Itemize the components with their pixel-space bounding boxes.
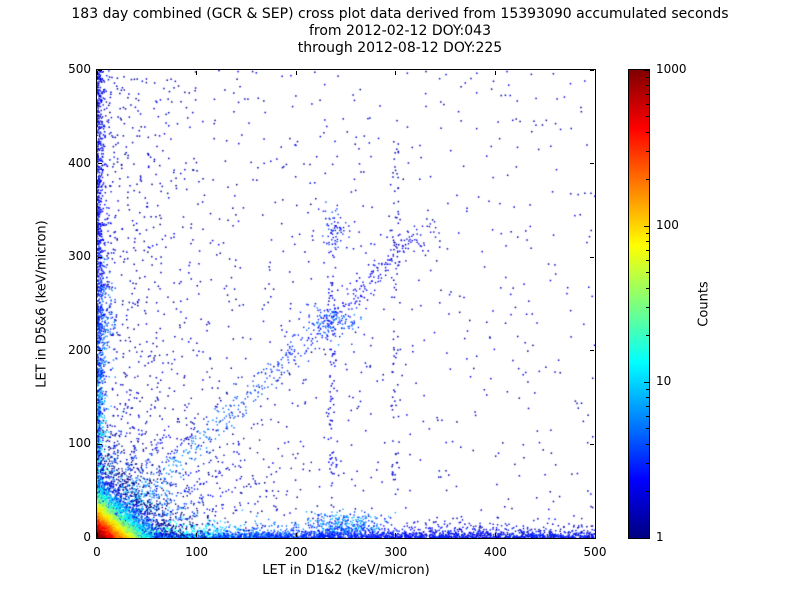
y-tick-mark (98, 443, 102, 445)
colorbar-minor-tick-mark (646, 104, 649, 106)
x-tick-mark (494, 533, 496, 537)
colorbar-minor-tick-mark (646, 93, 649, 95)
chart-title-line-3: through 2012-08-12 DOY:225 (297, 40, 503, 56)
colorbar-minor-tick-mark (646, 260, 649, 262)
x-tick-mark (395, 533, 397, 537)
colorbar-minor-tick-mark (646, 405, 649, 407)
y-axis-label: LET in D5&6 (keV/micron) (34, 220, 50, 388)
y-tick-label: 400 (68, 155, 91, 170)
x-tick-mark-top (395, 71, 397, 75)
y-tick-mark-right (590, 69, 594, 71)
colorbar-minor-tick-mark (646, 131, 649, 133)
y-tick-label: 100 (68, 436, 91, 451)
y-tick-mark-right (590, 350, 594, 352)
x-tick-label: 0 (93, 545, 101, 559)
colorbar-minor-tick-mark (646, 249, 649, 251)
y-tick-label: 0 (83, 530, 91, 544)
colorbar-tick-mark (644, 381, 649, 383)
y-tick-mark (98, 69, 102, 71)
colorbar-minor-tick-mark (646, 396, 649, 398)
colorbar-minor-tick-mark (646, 490, 649, 492)
colorbar-minor-tick-mark (646, 232, 649, 234)
x-tick-label: 200 (284, 545, 308, 559)
x-tick-mark (594, 533, 596, 537)
x-tick-mark-top (494, 71, 496, 75)
y-tick-mark-right (590, 443, 594, 445)
colorbar-minor-tick-mark (646, 443, 649, 445)
y-tick-label: 200 (68, 342, 91, 357)
colorbar-minor-tick-mark (646, 416, 649, 418)
colorbar-tick-mark (644, 225, 649, 227)
x-tick-mark-top (295, 71, 297, 75)
x-tick-mark-top (96, 71, 98, 75)
colorbar-minor-tick-mark (646, 84, 649, 86)
y-tick-mark (98, 350, 102, 352)
colorbar-tick-mark (644, 69, 649, 71)
scatter-density-canvas (97, 70, 595, 538)
y-tick-label: 300 (68, 249, 91, 264)
x-tick-mark (196, 533, 198, 537)
chart-title-line-2: from 2012-02-12 DOY:043 (308, 23, 491, 39)
colorbar-minor-tick-mark (646, 307, 649, 309)
colorbar-minor-tick-mark (646, 388, 649, 390)
y-tick-mark (98, 537, 102, 539)
x-tick-mark-top (594, 71, 596, 75)
y-tick-mark-right (590, 537, 594, 539)
colorbar-minor-tick-mark (646, 463, 649, 465)
x-tick-mark-top (196, 71, 198, 75)
plot-frame (96, 69, 596, 539)
y-tick-mark-right (590, 256, 594, 258)
x-tick-mark (96, 533, 98, 537)
x-tick-mark (295, 533, 297, 537)
colorbar-tick-label: 10 (656, 374, 672, 388)
colorbar-minor-tick-mark (646, 178, 649, 180)
x-tick-label: 500 (583, 545, 607, 559)
x-tick-label: 100 (185, 545, 209, 559)
colorbar-minor-tick-mark (646, 428, 649, 430)
colorbar-tick-label: 1000 (656, 62, 687, 76)
colorbar-label: Counts (696, 281, 712, 327)
colorbar-minor-tick-mark (646, 151, 649, 153)
y-tick-mark (98, 256, 102, 258)
colorbar-minor-tick-mark (646, 334, 649, 336)
y-tick-mark-right (590, 163, 594, 165)
colorbar-tick-label: 1 (656, 530, 664, 544)
x-tick-label: 400 (483, 545, 507, 559)
colorbar-minor-tick-mark (646, 116, 649, 118)
colorbar-minor-tick-mark (646, 272, 649, 274)
y-tick-label: 500 (68, 62, 91, 76)
y-tick-mark (98, 163, 102, 165)
chart-title: 183 day combined (GCR & SEP) cross plot … (0, 6, 800, 57)
x-tick-label: 300 (384, 545, 408, 559)
colorbar-tick-mark (644, 537, 649, 539)
chart-title-line-1: 183 day combined (GCR & SEP) cross plot … (71, 6, 729, 22)
colorbar-minor-tick-mark (646, 287, 649, 289)
colorbar-minor-tick-mark (646, 76, 649, 78)
x-axis-label: LET in D1&2 (keV/micron) (262, 563, 430, 578)
colorbar-minor-tick-mark (646, 240, 649, 242)
colorbar-gradient (628, 69, 650, 539)
colorbar-tick-label: 100 (656, 218, 679, 232)
